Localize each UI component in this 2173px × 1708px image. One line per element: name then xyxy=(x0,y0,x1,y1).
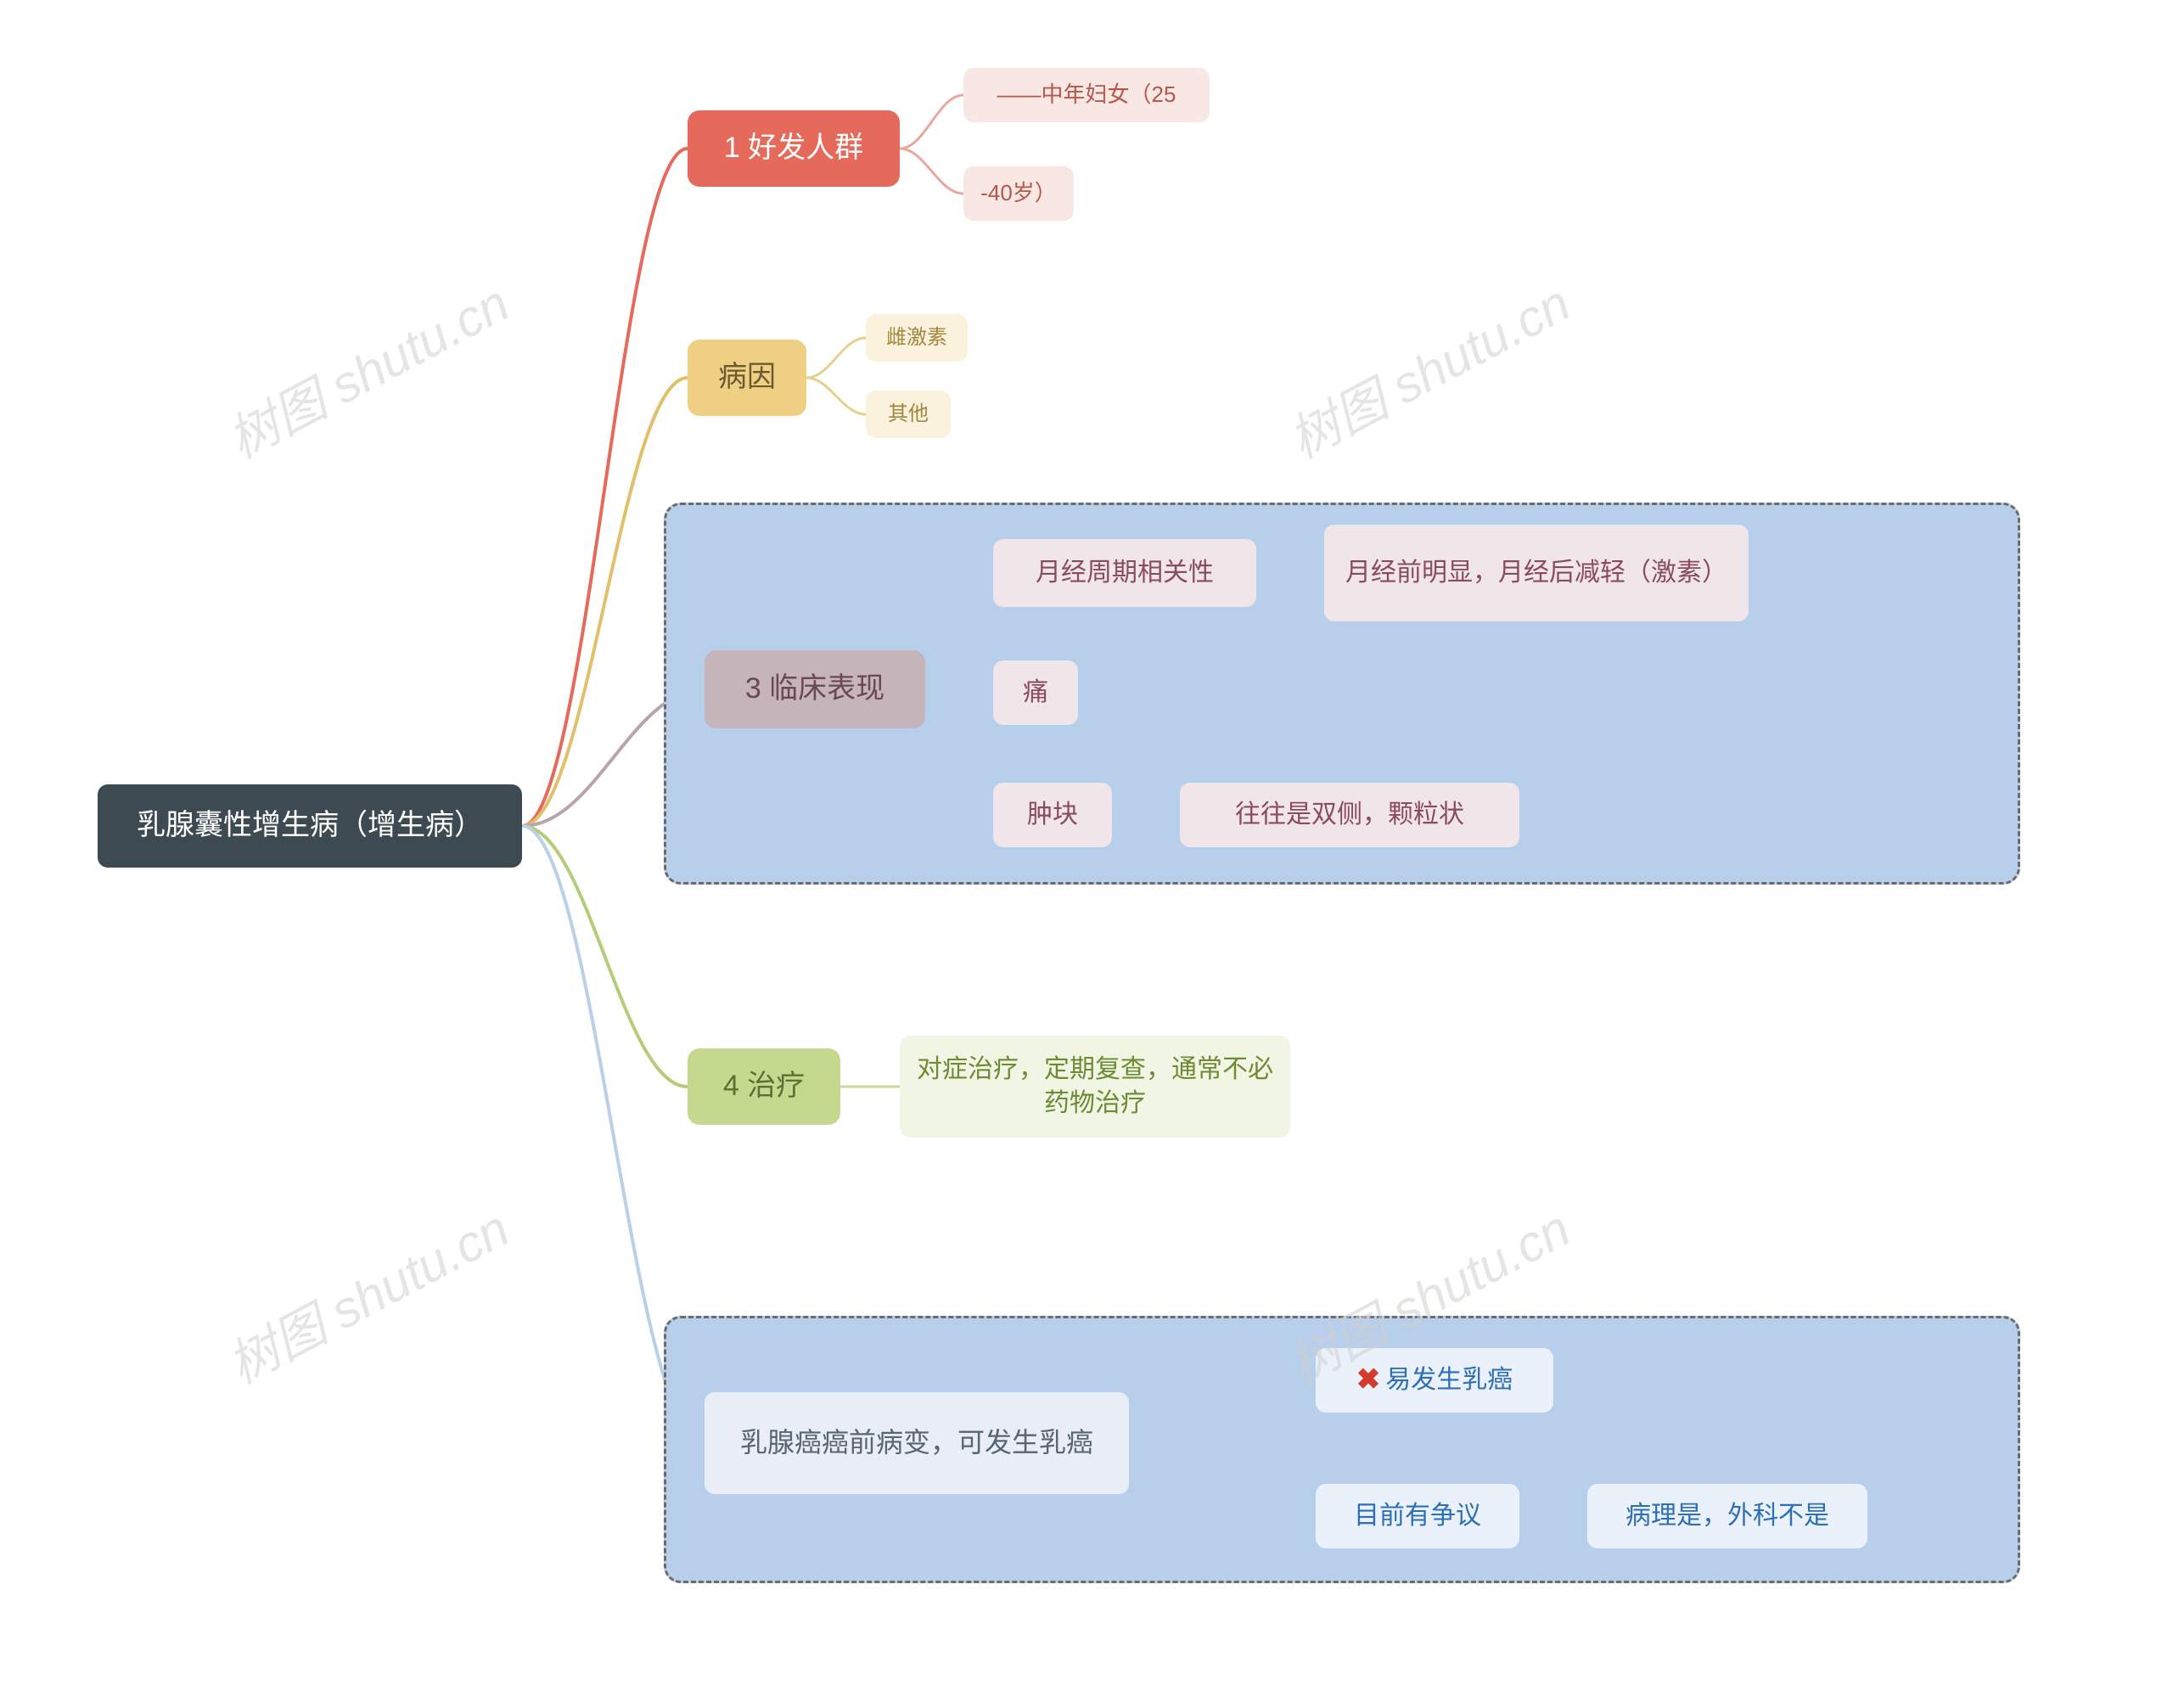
branch-4a-label: 对症治疗，定期复查，通常不必药物治疗 xyxy=(917,1053,1273,1121)
branch-3a-label: 月经周期相关性 xyxy=(1036,556,1214,591)
branch-4-child-a[interactable]: 对症治疗，定期复查，通常不必药物治疗 xyxy=(900,1036,1290,1138)
branch-5-child-a[interactable]: ✖ 易发生乳癌 xyxy=(1316,1348,1553,1413)
watermark: 树图 shutu.cn xyxy=(213,263,520,473)
branch-1-child-a[interactable]: ——中年妇女（25 xyxy=(963,68,1210,122)
branch-2a-label: 雌激素 xyxy=(886,324,947,351)
branch-3c1-label: 往往是双侧，颗粒状 xyxy=(1235,798,1464,833)
branch-4-label: 4 治疗 xyxy=(723,1067,805,1106)
branch-3c-label: 肿块 xyxy=(1027,798,1078,833)
branch-3-child-b[interactable]: 痛 xyxy=(993,660,1078,725)
branch-2[interactable]: 病因 xyxy=(688,340,806,416)
branch-4[interactable]: 4 治疗 xyxy=(688,1048,840,1125)
branch-1a-label: ——中年妇女（25 xyxy=(997,80,1176,110)
branch-5b-child-1[interactable]: 病理是，外科不是 xyxy=(1587,1484,1867,1548)
branch-2-child-a[interactable]: 雌激素 xyxy=(866,314,968,362)
branch-3b-label: 痛 xyxy=(1023,676,1048,711)
watermark: 树图 shutu.cn xyxy=(213,1188,520,1398)
branch-2-label: 病因 xyxy=(718,358,776,397)
root-node[interactable]: 乳腺囊性增生病（增生病） xyxy=(98,784,522,868)
branch-2-child-b[interactable]: 其他 xyxy=(866,390,951,438)
root-label: 乳腺囊性增生病（增生病） xyxy=(137,806,483,846)
branch-1[interactable]: 1 好发人群 xyxy=(688,110,900,187)
branch-3a1-label: 月经前明显，月经后减轻（激素） xyxy=(1345,556,1727,591)
branch-1-child-b[interactable]: -40岁） xyxy=(963,166,1074,221)
branch-5a-label: 易发生乳癌 xyxy=(1385,1363,1513,1398)
branch-3[interactable]: 3 临床表现 xyxy=(705,650,925,728)
branch-3-child-c[interactable]: 肿块 xyxy=(993,783,1112,847)
branch-1b-label: -40岁） xyxy=(980,178,1057,208)
watermark: 树图 shutu.cn xyxy=(1274,263,1581,473)
branch-5b-label: 目前有争议 xyxy=(1354,1499,1481,1534)
branch-5-child-b[interactable]: 目前有争议 xyxy=(1316,1484,1519,1548)
branch-5-label: 乳腺癌癌前病变，可发生乳癌 xyxy=(740,1424,1093,1461)
branch-3-child-a[interactable]: 月经周期相关性 xyxy=(993,539,1256,607)
branch-1-label: 1 好发人群 xyxy=(724,129,863,168)
branch-5[interactable]: 乳腺癌癌前病变，可发生乳癌 xyxy=(705,1392,1129,1494)
branch-3c-child-1[interactable]: 往往是双侧，颗粒状 xyxy=(1180,783,1519,847)
branch-3a-child-1[interactable]: 月经前明显，月经后减轻（激素） xyxy=(1324,525,1749,621)
branch-2b-label: 其他 xyxy=(888,401,929,428)
branch-5b1-label: 病理是，外科不是 xyxy=(1626,1499,1829,1534)
x-icon: ✖ xyxy=(1356,1361,1381,1400)
branch-3-label: 3 临床表现 xyxy=(745,670,884,709)
